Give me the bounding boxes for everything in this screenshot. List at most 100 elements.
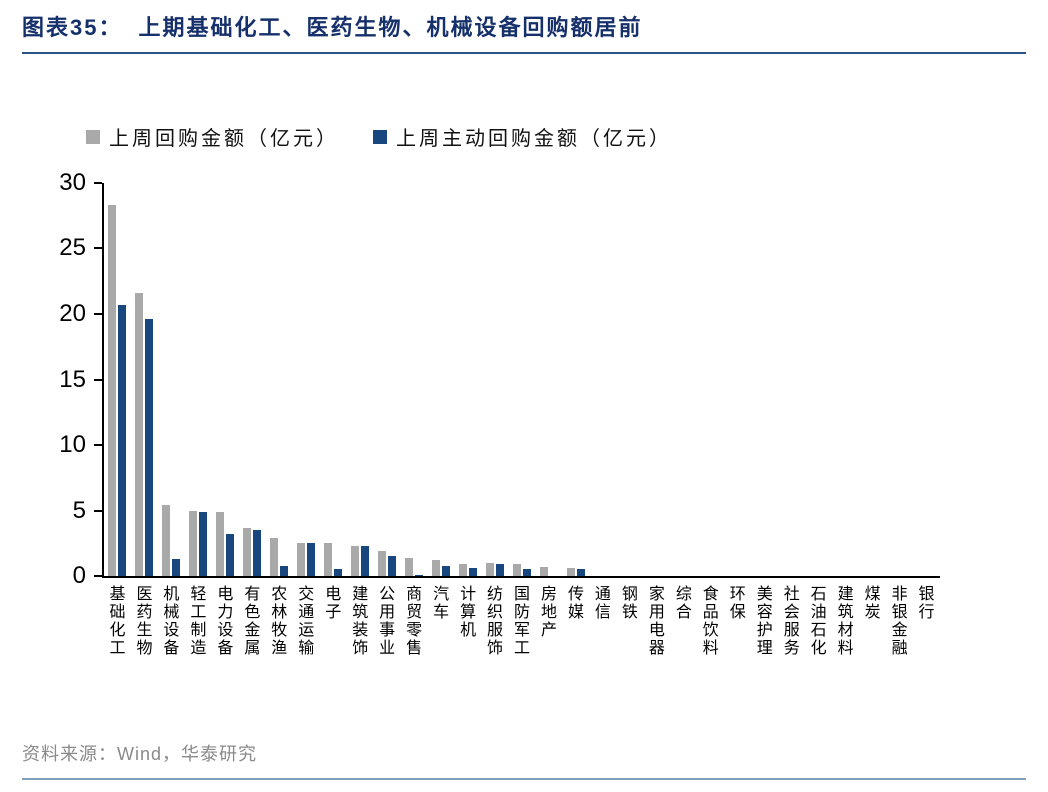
bar-group [401,183,428,576]
figure-footer: 资料来源：Wind，华泰研究 [22,740,1026,780]
bar [216,511,225,576]
bar-group [670,183,697,576]
bar-group [455,183,482,576]
plot-area [102,183,940,578]
bar-group [616,183,643,576]
bar-group [185,183,212,576]
bar [539,566,548,576]
y-tick-label: 25 [59,234,86,262]
bar [189,510,198,576]
bar-group [562,183,589,576]
bar-group [589,183,616,576]
y-tick-label: 10 [59,430,86,458]
x-axis-label: 电力设备 [217,586,234,657]
x-axis-label: 轻工制造 [190,586,207,657]
bar-group [697,183,724,576]
bar-group [778,183,805,576]
bar-group [805,183,832,576]
bar-group [266,183,293,576]
bar [297,543,306,576]
bar-group [859,183,886,576]
x-axis-label: 银行 [918,586,935,621]
bar-group [832,183,859,576]
bar [513,564,522,576]
bar [145,319,154,576]
bar-group [643,183,670,576]
legend-item-blue-series: 上周主动回购金额（亿元） [373,122,672,151]
x-axis-label: 公用事业 [379,586,396,657]
x-axis-label: 国防军工 [514,586,531,657]
bar-group [751,183,778,576]
bar [324,543,333,576]
bar-group [293,183,320,576]
x-axis-label: 石油石化 [810,586,827,657]
y-tick-mark [94,378,102,381]
bar [226,534,235,576]
bar-group [482,183,509,576]
bar-chart: 0 5 10 15 20 25 30 基础化工医药生物机械设备轻工制造电力设备有色金属农林牧… [30,169,940,658]
bar [486,562,495,576]
figure-title-block: 图表35： 上期基础化工、医药生物、机械设备回购额居前 [22,10,1026,54]
chart-legend: 上周回购金额（亿元） 上周主动回购金额（亿元） [86,122,672,151]
x-axis-label: 非银金融 [891,586,908,657]
bar [270,538,279,576]
bar [576,569,585,576]
bar-group [104,183,131,576]
y-axis: 0 5 10 15 20 25 30 [30,169,102,589]
x-axis-label: 传媒 [567,586,584,621]
bar [523,569,532,576]
x-axis-label: 煤炭 [864,586,881,621]
bar [405,557,414,576]
bar-group [212,183,239,576]
y-tick-label: 5 [72,496,86,524]
bar [415,574,424,576]
x-axis-label: 家用电器 [648,586,665,657]
bar-group [347,183,374,576]
bar [162,505,171,576]
y-tick-mark [94,443,102,446]
x-axis-label: 综合 [675,586,692,621]
x-axis-label: 房地产 [540,586,557,639]
bar-group [886,183,913,576]
bar-group [913,183,940,576]
bar [378,551,387,576]
x-axis-label: 环保 [729,586,746,621]
y-tick-mark [94,312,102,315]
y-tick-label: 20 [59,299,86,327]
figure-number-label: 图表35： [22,15,123,40]
bar-group [131,183,158,576]
bar-group [536,183,563,576]
x-axis-label: 美容护理 [756,586,773,657]
bar-group [320,183,347,576]
bar [334,569,343,576]
bar-group [724,183,751,576]
x-axis-label: 交通运输 [298,586,315,657]
bar-group [428,183,455,576]
x-axis-label: 食品饮料 [702,586,719,657]
bar [496,564,505,576]
bar [432,560,441,576]
bar [118,304,127,576]
bar [243,527,252,576]
y-tick-mark [94,182,102,184]
bar [280,565,289,576]
x-axis-label: 医药生物 [136,586,153,657]
y-tick-label: 0 [72,562,86,589]
x-axis-label: 纺织服饰 [487,586,504,657]
legend-item-gray-series: 上周回购金额（亿元） [86,122,339,151]
x-axis-label: 汽车 [433,586,450,621]
y-tick-mark [94,575,102,577]
x-axis-label: 计算机 [460,586,477,639]
bar [351,545,360,576]
bar-group [158,183,185,576]
y-tick-label: 30 [59,169,86,196]
x-axis-label: 机械设备 [163,586,180,657]
bar [172,558,181,576]
bar [361,545,370,576]
page-title: 图表35： 上期基础化工、医药生物、机械设备回购额居前 [22,15,643,40]
bar [388,556,397,576]
bar [442,565,451,576]
bar-group [509,183,536,576]
x-axis-label: 通信 [594,586,611,621]
x-axis-label: 社会服务 [783,586,800,657]
